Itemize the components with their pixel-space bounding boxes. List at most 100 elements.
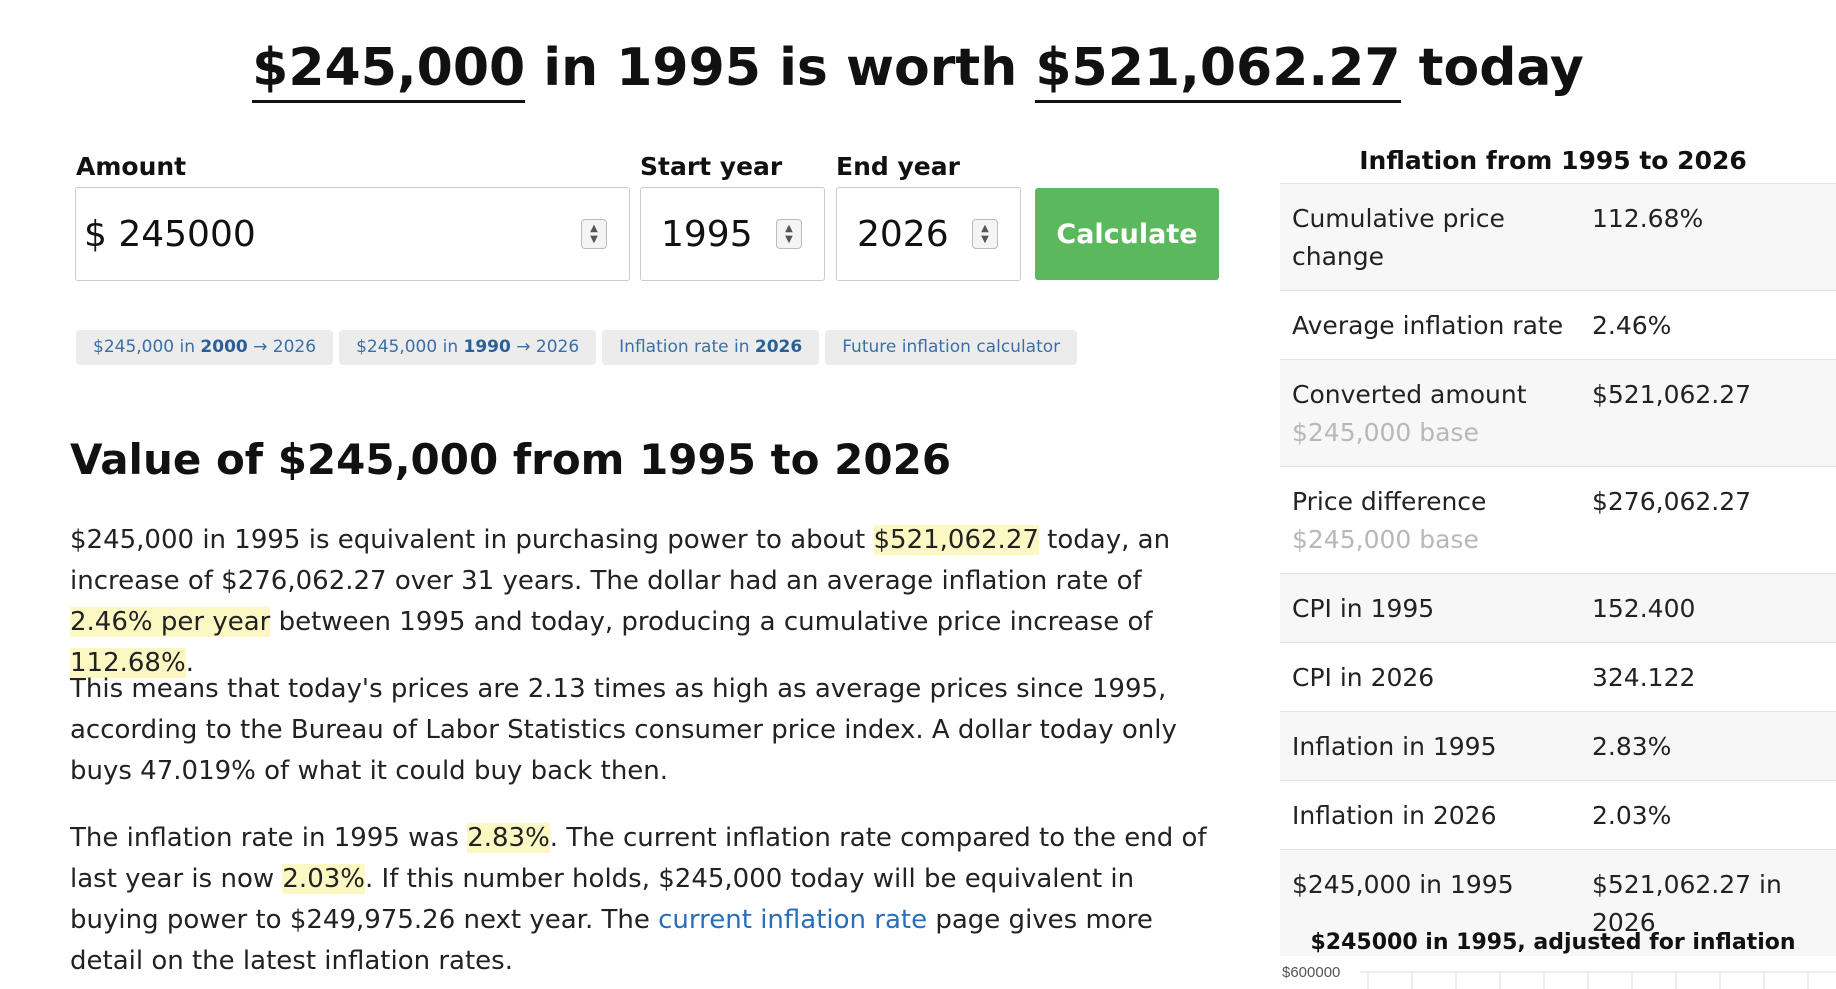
p3-highlight: 2.83% (467, 823, 550, 853)
end-year-spinner[interactable]: ▲ ▼ (972, 219, 998, 249)
stat-value: 324.122 (1592, 663, 1696, 692)
p1-text: today, an increase of $276,062.27 over 3… (70, 525, 1171, 596)
stat-value: $276,062.27 (1592, 487, 1752, 516)
current-inflation-rate-link[interactable]: current inflation rate (658, 905, 928, 935)
headline-amount-link[interactable]: $245,000 (252, 38, 526, 103)
stat-label: Converted amount $245,000 base (1280, 360, 1580, 467)
spin-down-icon[interactable]: ▼ (590, 234, 598, 245)
spin-up-icon[interactable]: ▲ (981, 223, 989, 234)
inflation-stats-table: Cumulative price change 112.68% Average … (1280, 183, 1836, 956)
chip-text: $245,000 in (356, 337, 464, 357)
table-row: CPI in 2026 324.122 (1280, 642, 1836, 712)
stat-label-text: CPI in 2026 (1292, 663, 1435, 692)
p1-highlight: $521,062.27 (873, 525, 1039, 555)
section-title: Value of $245,000 from 1995 to 2026 (70, 435, 952, 484)
start-year-value: 1995 (661, 213, 753, 255)
stat-label-text: Average inflation rate (1292, 311, 1564, 340)
y-tick-label: $600000 (1282, 964, 1340, 981)
stat-label: Price difference $245,000 base (1280, 467, 1580, 574)
start-year-spinner[interactable]: ▲ ▼ (776, 219, 802, 249)
table-row: $245,000 in 1995 $521,062.27 in 2026 (1280, 849, 1836, 957)
spin-down-icon[interactable]: ▼ (981, 234, 989, 245)
stat-label-text: Cumulative price change (1292, 204, 1505, 271)
chart-title: $245000 in 1995, adjusted for inflation (1310, 930, 1796, 955)
headline-result-link[interactable]: $521,062.27 (1035, 38, 1401, 103)
stat-subtext: $245,000 base (1292, 525, 1479, 554)
chip-text: $245,000 in (93, 337, 201, 357)
page-headline: $245,000 in 1995 is worth $521,062.27 to… (0, 38, 1836, 103)
stat-label: CPI in 1995 (1280, 574, 1580, 643)
amount-label: Amount (76, 152, 187, 181)
stat-label: Cumulative price change (1280, 184, 1580, 291)
headline-middle: in 1995 is worth (525, 38, 1036, 98)
paragraph-1: $245,000 in 1995 is equivalent in purcha… (70, 520, 1230, 684)
chip-link[interactable]: $245,000 in 2000 → 2026 (76, 330, 334, 365)
stat-subtext: $245,000 base (1292, 418, 1479, 447)
chip-link[interactable]: Future inflation calculator (825, 330, 1078, 365)
stat-label-text: $245,000 in 1995 (1292, 870, 1514, 899)
end-year-input[interactable]: 2026 ▲ ▼ (836, 187, 1021, 281)
end-year-label: End year (836, 152, 960, 181)
spin-down-icon[interactable]: ▼ (785, 234, 793, 245)
table-row: Price difference $245,000 base $276,062.2… (1280, 466, 1836, 574)
stat-label: $245,000 in 1995 (1280, 850, 1580, 957)
chip-text: → 2026 (510, 337, 580, 357)
table-row: Inflation in 2026 2.03% (1280, 780, 1836, 850)
start-year-input[interactable]: 1995 ▲ ▼ (640, 187, 825, 281)
p1-text: $245,000 in 1995 is equivalent in purcha… (70, 525, 874, 555)
sidebar-title: Inflation from 1995 to 2026 (1359, 146, 1747, 175)
amount-input[interactable]: $ 245000 ▲ ▼ (75, 187, 630, 281)
stat-value: $521,062.27 in 2026 (1592, 870, 1782, 937)
stat-value: $521,062.27 (1592, 380, 1752, 409)
p3-text: . The current inflation rate compared to… (70, 823, 1207, 894)
stat-label-text: Converted amount (1292, 380, 1527, 409)
stat-label-text: Inflation in 2026 (1292, 801, 1497, 830)
p1-text: between 1995 and today, producing a cumu… (270, 607, 1153, 637)
stat-label-text: Price difference (1292, 487, 1487, 516)
quick-links: $245,000 in 2000 → 2026 $245,000 in 1990… (76, 330, 1078, 365)
start-year-label: Start year (640, 152, 783, 181)
chip-link[interactable]: Inflation rate in 2026 (602, 330, 820, 365)
stat-label-text: CPI in 1995 (1292, 594, 1435, 623)
p3-text: . If this number holds, $245,000 today w… (70, 864, 1135, 935)
calculate-button[interactable]: Calculate (1035, 188, 1219, 280)
p1-highlight: 2.46% per year (70, 607, 271, 637)
inflation-chart: $600000 (1282, 964, 1836, 989)
table-row: Average inflation rate 2.46% (1280, 290, 1836, 360)
vertical-gridlines (1367, 972, 1809, 989)
table-row: Converted amount $245,000 base $521,062.2… (1280, 359, 1836, 467)
table-row: CPI in 1995 152.400 (1280, 573, 1836, 643)
stat-label: Average inflation rate (1280, 291, 1580, 360)
chip-text: → 2026 (247, 337, 317, 357)
amount-input-value: $ 245000 (84, 213, 256, 255)
p1-text: . (185, 648, 194, 678)
headline-end: today (1400, 38, 1584, 98)
table-row: Inflation in 1995 2.83% (1280, 711, 1836, 781)
paragraph-3: The inflation rate in 1995 was 2.83%. Th… (70, 818, 1230, 982)
chip-year: 2026 (754, 337, 803, 357)
p1-highlight: 112.68% (70, 648, 186, 678)
chip-text: Inflation rate in (619, 337, 755, 357)
chip-year: 2000 (200, 337, 248, 357)
paragraph-2: This means that today's prices are 2.13 … (70, 674, 1177, 786)
end-year-value: 2026 (857, 213, 949, 255)
amount-spinner[interactable]: ▲ ▼ (581, 219, 607, 249)
spin-up-icon[interactable]: ▲ (590, 223, 598, 234)
stat-label: Inflation in 2026 (1280, 781, 1580, 850)
stat-label-text: Inflation in 1995 (1292, 732, 1497, 761)
stat-label: CPI in 2026 (1280, 643, 1580, 712)
stat-value: 2.83% (1592, 732, 1672, 761)
stat-value: 152.400 (1592, 594, 1696, 623)
chip-text: Future inflation calculator (842, 337, 1061, 357)
p3-text: The inflation rate in 1995 was (70, 823, 468, 853)
p3-text: page gives more detail on the latest inf… (70, 905, 1153, 976)
stat-value: 2.03% (1592, 801, 1672, 830)
stat-value: 112.68% (1592, 204, 1704, 233)
stat-value: 2.46% (1592, 311, 1672, 340)
spin-up-icon[interactable]: ▲ (785, 223, 793, 234)
chip-year: 1990 (463, 337, 511, 357)
chip-link[interactable]: $245,000 in 1990 → 2026 (339, 330, 597, 365)
table-row: Cumulative price change 112.68% (1280, 183, 1836, 291)
stat-label: Inflation in 1995 (1280, 712, 1580, 781)
p3-highlight: 2.03% (282, 864, 365, 894)
